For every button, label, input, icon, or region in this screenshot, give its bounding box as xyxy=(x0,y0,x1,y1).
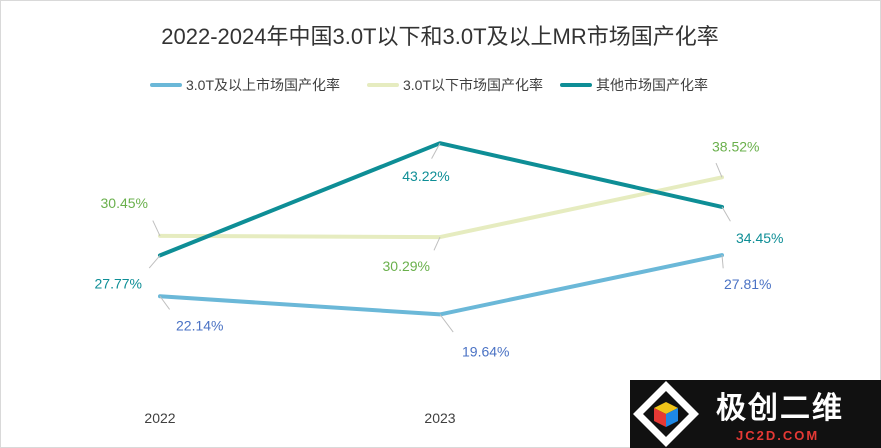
chart-title: 2022-2024年中国3.0T以下和3.0T及以上MR市场国产化率 xyxy=(161,24,718,49)
series-line-2 xyxy=(158,141,724,258)
data-label: 22.14% xyxy=(176,317,223,333)
data-label: 19.64% xyxy=(462,343,509,359)
x-tick-label: 2023 xyxy=(424,410,455,426)
data-label: 38.52% xyxy=(712,138,759,154)
logo-cube-right-icon xyxy=(666,408,678,427)
leader-line xyxy=(715,162,723,178)
leader-line xyxy=(152,220,161,237)
watermark-backdrop xyxy=(630,380,881,448)
leader-lines xyxy=(148,142,731,333)
x-tick-label: 2022 xyxy=(144,410,175,426)
data-label: 30.45% xyxy=(101,195,148,211)
watermark-logo: 极创二维 JC2D.COM xyxy=(630,380,881,448)
leader-line xyxy=(721,206,731,222)
leader-line xyxy=(148,255,161,269)
series-line-0 xyxy=(158,253,724,317)
data-label: 27.77% xyxy=(95,275,142,291)
legend-label-1: 3.0T以下市场国产化率 xyxy=(403,77,543,93)
leader-line xyxy=(721,255,724,269)
leader-line xyxy=(159,295,171,310)
watermark-brand-cn: 极创二维 xyxy=(716,392,844,425)
data-label: 30.29% xyxy=(383,258,430,274)
legend-label-2: 其他市场国产化率 xyxy=(596,77,708,93)
leader-line xyxy=(439,314,454,333)
data-label: 34.45% xyxy=(736,230,783,246)
watermark-brand-en: JC2D.COM xyxy=(736,428,819,443)
legend: 3.0T及以上市场国产化率 3.0T以下市场国产化率 其他市场国产化率 xyxy=(150,77,708,93)
data-label: 27.81% xyxy=(724,276,771,292)
data-label: 43.22% xyxy=(402,168,449,184)
logo-cube-left-icon xyxy=(654,408,666,427)
legend-label-0: 3.0T及以上市场国产化率 xyxy=(186,77,340,93)
leader-line xyxy=(431,142,441,159)
data-labels: 22.14% 19.64% 27.81% 30.45% 30.29% 38.52% 27.7… xyxy=(95,138,784,359)
leader-line xyxy=(433,236,441,251)
